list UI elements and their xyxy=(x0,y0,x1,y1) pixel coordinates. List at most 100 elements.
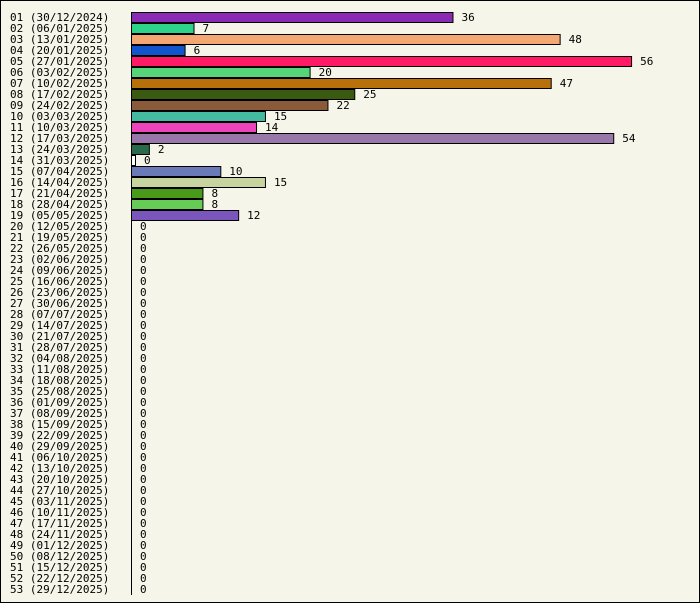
category-label: 01 (30/12/2024) xyxy=(10,11,109,24)
bar xyxy=(131,144,150,155)
category-label: 36 (01/09/2025) xyxy=(10,396,109,409)
bar-row: 11 (10/03/2025) 14 xyxy=(10,121,279,134)
category-label: 04 (20/01/2025) xyxy=(10,44,109,57)
value-label: 36 xyxy=(461,11,474,24)
category-label: 47 (17/11/2025) xyxy=(10,517,109,530)
value-label: 8 xyxy=(211,187,218,200)
value-label: 0 xyxy=(140,517,147,530)
bar-row: 27 (30/06/2025) 0 xyxy=(10,297,147,310)
value-label: 54 xyxy=(622,132,636,145)
bar-row: 43 (20/10/2025) 0 xyxy=(10,473,147,486)
bar-row: 51 (15/12/2025) 0 xyxy=(10,561,147,574)
value-label: 0 xyxy=(140,572,147,585)
value-label: 0 xyxy=(140,308,147,321)
category-label: 27 (30/06/2025) xyxy=(10,297,109,310)
bar-row: 33 (11/08/2025) 0 xyxy=(10,363,147,376)
bar-row: 38 (15/09/2025) 0 xyxy=(10,418,147,431)
bar-row: 48 (24/11/2025) 0 xyxy=(10,528,147,541)
value-label: 0 xyxy=(144,154,151,167)
value-label: 0 xyxy=(140,561,147,574)
value-label: 0 xyxy=(140,462,147,475)
bar xyxy=(131,177,266,188)
bar xyxy=(131,56,633,67)
category-label: 31 (28/07/2025) xyxy=(10,341,109,354)
bar xyxy=(131,133,615,144)
value-label: 0 xyxy=(140,330,147,343)
category-label: 10 (03/03/2025) xyxy=(10,110,109,123)
category-label: 44 (27/10/2025) xyxy=(10,484,109,497)
bar-row: 34 (18/08/2025) 0 xyxy=(10,374,147,387)
category-label: 05 (27/01/2025) xyxy=(10,55,109,68)
category-label: 11 (10/03/2025) xyxy=(10,121,109,134)
value-label: 15 xyxy=(274,176,287,189)
value-label: 0 xyxy=(140,242,147,255)
value-label: 56 xyxy=(640,55,653,68)
bar xyxy=(131,210,240,221)
bar-row: 15 (07/04/2025) 10 xyxy=(10,165,243,178)
value-label: 0 xyxy=(140,231,147,244)
value-label: 0 xyxy=(140,352,147,365)
value-label: 0 xyxy=(140,418,147,431)
value-label: 0 xyxy=(140,451,147,464)
bar-row: 28 (07/07/2025) 0 xyxy=(10,308,147,321)
value-label: 48 xyxy=(569,33,582,46)
category-label: 13 (24/03/2025) xyxy=(10,143,109,156)
bar xyxy=(131,34,561,45)
category-label: 17 (21/04/2025) xyxy=(10,187,109,200)
category-label: 09 (24/02/2025) xyxy=(10,99,109,112)
bar-row: 25 (16/06/2025) 0 xyxy=(10,275,147,288)
bar-row: 16 (14/04/2025) 15 xyxy=(10,176,287,189)
category-label: 49 (01/12/2025) xyxy=(10,539,109,552)
bar xyxy=(131,111,266,122)
value-label: 12 xyxy=(247,209,260,222)
category-label: 06 (03/02/2025) xyxy=(10,66,109,79)
bar-row: 02 (06/01/2025) 7 xyxy=(10,22,209,35)
value-label: 0 xyxy=(140,528,147,541)
bar xyxy=(131,100,329,111)
value-label: 0 xyxy=(140,429,147,442)
category-label: 52 (22/12/2025) xyxy=(10,572,109,585)
category-label: 50 (08/12/2025) xyxy=(10,550,109,563)
bar-row: 26 (23/06/2025) 0 xyxy=(10,286,147,299)
value-label: 0 xyxy=(140,473,147,486)
value-label: 6 xyxy=(194,44,201,57)
bar-row: 01 (30/12/2024) 36 xyxy=(10,11,475,24)
bar-row: 19 (05/05/2025) 12 xyxy=(10,209,260,222)
category-label: 30 (21/07/2025) xyxy=(10,330,109,343)
bar xyxy=(131,67,311,78)
bar-row: 13 (24/03/2025) 2 xyxy=(10,143,164,156)
value-label: 0 xyxy=(140,220,147,233)
category-label: 07 (10/02/2025) xyxy=(10,77,109,90)
bar-row: 42 (13/10/2025) 0 xyxy=(10,462,147,475)
bar-row: 31 (28/07/2025) 0 xyxy=(10,341,147,354)
bar-row: 49 (01/12/2025) 0 xyxy=(10,539,147,552)
bar-row: 04 (20/01/2025) 6 xyxy=(10,44,200,57)
category-label: 08 (17/02/2025) xyxy=(10,88,109,101)
category-label: 38 (15/09/2025) xyxy=(10,418,109,431)
bar-row: 50 (08/12/2025) 0 xyxy=(10,550,147,563)
category-label: 40 (29/09/2025) xyxy=(10,440,109,453)
value-label: 25 xyxy=(363,88,376,101)
value-label: 0 xyxy=(140,539,147,552)
category-label: 35 (25/08/2025) xyxy=(10,385,109,398)
category-label: 28 (07/07/2025) xyxy=(10,308,109,321)
category-label: 23 (02/06/2025) xyxy=(10,253,109,266)
category-label: 46 (10/11/2025) xyxy=(10,506,109,519)
bar-row: 12 (17/03/2025) 54 xyxy=(10,132,636,145)
category-label: 29 (14/07/2025) xyxy=(10,319,109,332)
bar-row: 36 (01/09/2025) 0 xyxy=(10,396,147,409)
bar-row: 40 (29/09/2025) 0 xyxy=(10,440,147,453)
bar-row: 45 (03/11/2025) 0 xyxy=(10,495,147,508)
category-label: 16 (14/04/2025) xyxy=(10,176,109,189)
value-label: 7 xyxy=(203,22,210,35)
bar-row: 03 (13/01/2025) 48 xyxy=(10,33,582,46)
value-label: 22 xyxy=(336,99,349,112)
value-label: 0 xyxy=(140,583,147,596)
bar xyxy=(131,78,552,89)
value-label: 0 xyxy=(140,319,147,332)
category-label: 03 (13/01/2025) xyxy=(10,33,109,46)
category-label: 45 (03/11/2025) xyxy=(10,495,109,508)
category-label: 21 (19/05/2025) xyxy=(10,231,109,244)
value-label: 0 xyxy=(140,407,147,420)
